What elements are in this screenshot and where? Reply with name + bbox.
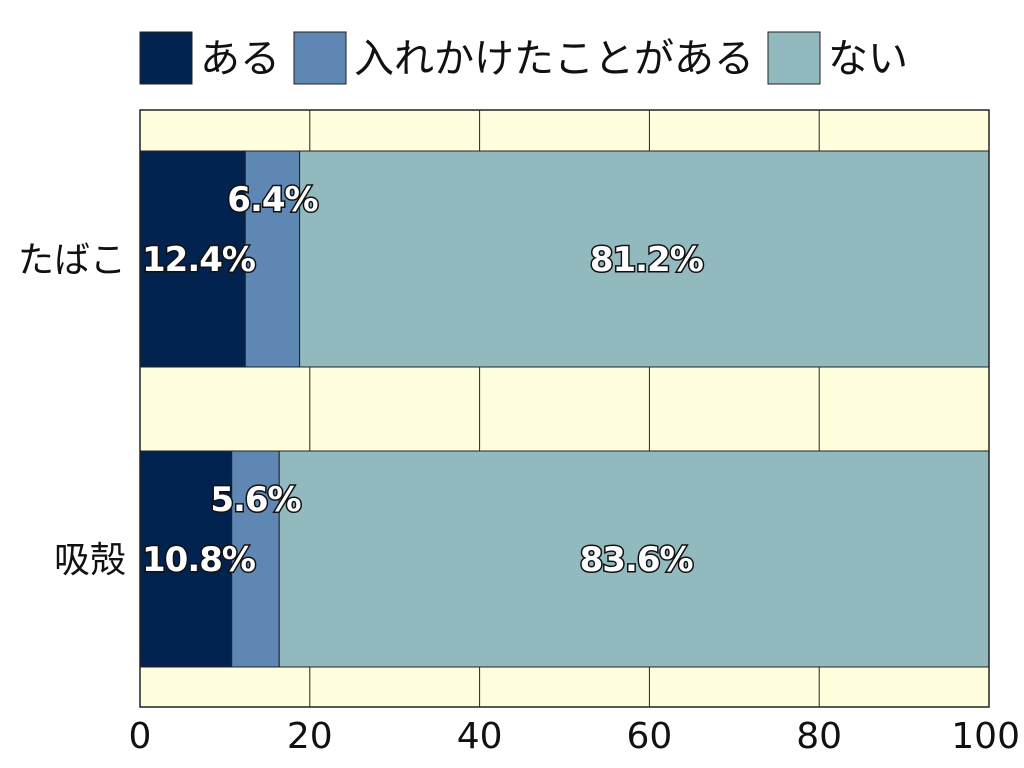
x-tick-label: 0 — [129, 716, 152, 757]
bar-segment — [244, 150, 301, 368]
bar-segment — [278, 450, 990, 668]
category-label: 吸殻 — [54, 540, 126, 581]
legend-item: ない — [767, 31, 908, 85]
bars — [139, 150, 990, 668]
legend-item: ある — [139, 31, 280, 85]
bar-segment — [231, 450, 280, 668]
data-label: 12.4% — [142, 240, 255, 280]
plot-frame — [139, 109, 990, 708]
legend-swatch — [767, 31, 821, 85]
legend-label: ない — [828, 36, 908, 82]
category-label: たばこ — [18, 240, 126, 281]
legend: ある 入れかけたことがある ない — [139, 31, 908, 85]
legend-label: ある — [200, 36, 280, 82]
legend-item: 入れかけたことがある — [293, 31, 754, 85]
x-tick-label: 80 — [796, 716, 842, 757]
legend-label: 入れかけたことがある — [354, 36, 754, 82]
bar-segment — [299, 150, 990, 368]
data-label: 81.2% — [590, 240, 703, 280]
x-tick-label: 60 — [626, 716, 672, 757]
data-label: 5.6% — [210, 480, 300, 520]
legend-swatch — [293, 31, 347, 85]
x-tick-label: 20 — [287, 716, 333, 757]
bar-segment — [139, 450, 233, 668]
data-label: 83.6% — [580, 540, 693, 580]
x-axis-ticks: 0 20 40 60 80 100 — [129, 716, 1020, 757]
x-tick-label: 40 — [457, 716, 503, 757]
data-label: 6.4% — [227, 180, 317, 220]
data-label: 10.8% — [142, 540, 255, 580]
legend-swatch — [139, 31, 193, 85]
x-tick-label: 100 — [951, 716, 1020, 757]
data-labels: 12.4% 6.4% 81.2% 10.8% 5.6% 83.6% — [141, 179, 706, 582]
